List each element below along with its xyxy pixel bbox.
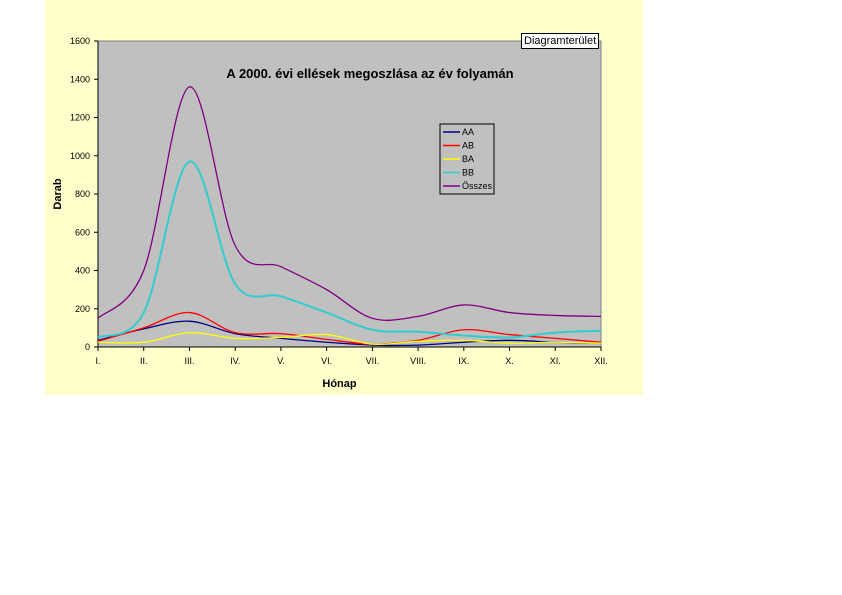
y-axis-title: Darab	[52, 178, 64, 209]
x-axis-title: Hónap	[322, 378, 357, 390]
x-tick-label: V.	[277, 356, 285, 366]
legend-label: Összes	[462, 181, 493, 191]
y-tick-label: 600	[75, 227, 90, 237]
x-tick-label: I.	[95, 356, 100, 366]
series-line-Összes[interactable]	[97, 86, 602, 321]
x-tick-label: VI.	[321, 356, 332, 366]
x-tick-label: IV.	[230, 356, 240, 366]
y-tick-label: 800	[75, 189, 90, 199]
y-tick-label: 1400	[70, 74, 90, 84]
x-tick-label: IX.	[458, 356, 469, 366]
x-tick-label: X.	[505, 356, 514, 366]
series-line-BB[interactable]	[97, 160, 602, 339]
y-tick-label: 1000	[70, 151, 90, 161]
x-tick-label: VII.	[366, 356, 380, 366]
chart-title[interactable]: A 2000. évi ellések megoszlása az év fol…	[226, 66, 513, 81]
legend-label: AA	[462, 127, 474, 137]
chart-area-tooltip: Diagramterület	[521, 33, 600, 49]
legend-label: BA	[462, 154, 474, 164]
y-tick-label: 200	[75, 304, 90, 314]
legend-label: AB	[462, 141, 474, 151]
series-line-BA[interactable]	[97, 332, 602, 346]
y-tick-label: 1200	[70, 113, 90, 123]
plot-area[interactable]	[97, 40, 602, 348]
x-tick-label: III.	[184, 356, 194, 366]
y-tick-label: 400	[75, 266, 90, 276]
x-tick-label: II.	[140, 356, 148, 366]
legend-label: BB	[462, 168, 474, 178]
x-tick-label: XI.	[550, 356, 561, 366]
series-line-AA[interactable]	[97, 320, 602, 347]
x-tick-label: XII.	[594, 356, 608, 366]
y-tick-label: 1600	[70, 36, 90, 46]
series-line-AB[interactable]	[97, 311, 602, 345]
y-tick-label: 0	[85, 342, 90, 352]
x-tick-label: VIII.	[410, 356, 426, 366]
